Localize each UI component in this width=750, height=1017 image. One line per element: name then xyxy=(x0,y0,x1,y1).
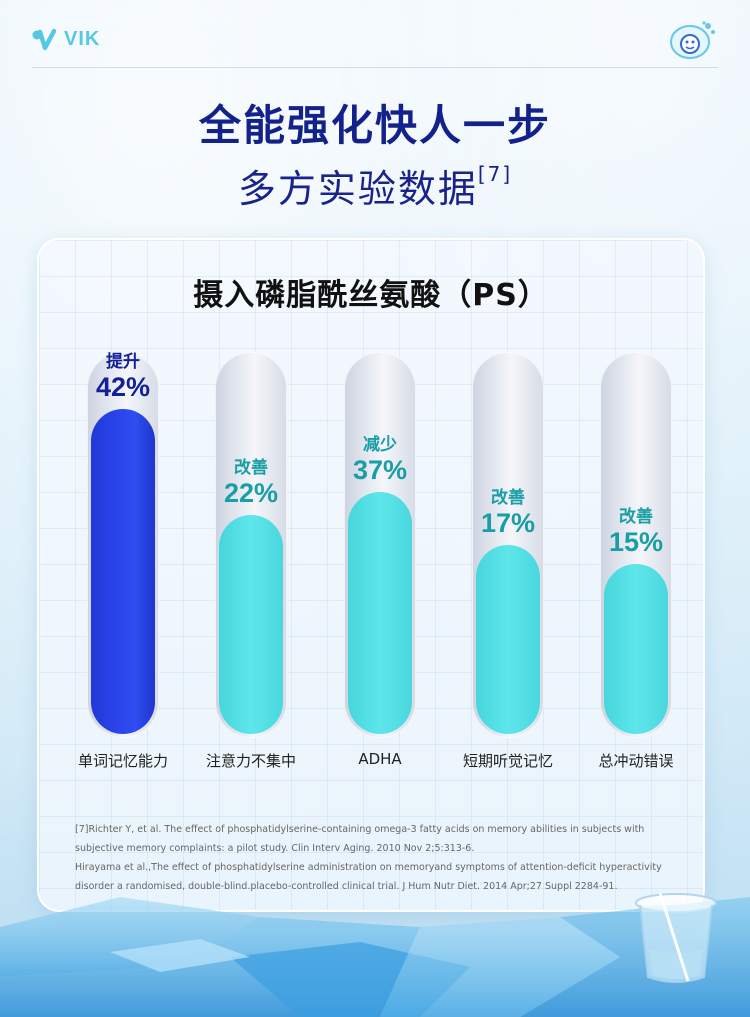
top-divider xyxy=(32,67,718,68)
bar-percent: 17% xyxy=(480,508,536,538)
bar-verb: 改善 xyxy=(619,507,653,527)
brand-logo: VIK xyxy=(32,28,100,51)
reference-line: Hirayama et al.,The effect of phosphatid… xyxy=(75,862,662,892)
bar-fill xyxy=(91,409,155,734)
bar-label: 注意力不集中 xyxy=(205,752,296,770)
top-bar: VIK xyxy=(0,0,750,72)
panel-title: 摄入磷脂酰丝氨酸（PS） xyxy=(193,278,549,313)
bar-column: 改善 22% 注意力不集中 xyxy=(186,352,316,770)
bar-fill xyxy=(219,515,283,734)
mascot-icon xyxy=(670,21,715,59)
beaker-decoration xyxy=(635,892,717,983)
bar-fill xyxy=(348,492,412,734)
bar-verb: 改善 xyxy=(491,488,525,508)
subtitle-reference: [7] xyxy=(477,162,513,186)
bar-percent: 15% xyxy=(608,527,664,557)
bar-percent: 37% xyxy=(352,455,408,485)
bar-percent: 22% xyxy=(223,478,279,508)
bar-percent: 42% xyxy=(95,372,151,402)
page-title: 全能强化快人一步 xyxy=(198,101,551,150)
bar-value: 改善 22% xyxy=(186,453,316,508)
bar-track xyxy=(87,352,159,738)
subtitle-text: 多方实验数据 xyxy=(237,167,478,211)
page-subtitle: 多方实验数据[7] xyxy=(0,158,750,213)
bar-track xyxy=(472,352,544,738)
brand-name: VIK xyxy=(64,28,101,50)
glass-floor-decoration xyxy=(0,897,750,1017)
references: [7]Richter Y, et al. The effect of phosp… xyxy=(75,820,685,896)
reference-line: [7]Richter Y, et al. The effect of phosp… xyxy=(75,824,645,854)
v-logo-icon xyxy=(32,28,56,50)
bar-track xyxy=(215,352,287,738)
bar-fill xyxy=(476,545,540,734)
bar-value: 减少 37% xyxy=(315,430,445,485)
bar-verb: 改善 xyxy=(234,458,268,478)
bar-track xyxy=(344,352,416,738)
bar-label: 短期听觉记忆 xyxy=(462,752,553,770)
bar-value: 改善 17% xyxy=(443,483,573,538)
bar-track xyxy=(600,352,672,738)
bar-column: 减少 37% ADHA xyxy=(315,352,445,768)
bar-column: 改善 15% 总冲动错误 xyxy=(571,352,701,770)
bar-label: 单词记忆能力 xyxy=(77,752,168,770)
bar-column: 改善 17% 短期听觉记忆 xyxy=(443,352,573,770)
bar-value: 提升 42% xyxy=(58,347,188,402)
bar-label: 总冲动错误 xyxy=(598,752,674,770)
bar-value: 改善 15% xyxy=(571,502,701,557)
bar-fill xyxy=(604,564,668,734)
bar-column: 提升 42% 单词记忆能力 xyxy=(58,352,188,770)
bar-columns: 提升 42% 单词记忆能力 改善 22% 注意力不集中 减少 37% ADHA … xyxy=(39,240,703,910)
bar-label: ADHA xyxy=(358,750,402,768)
data-panel: 摄入磷脂酰丝氨酸（PS） 提升 42% 单词记忆能力 改善 22% 注意力不集中… xyxy=(37,238,705,912)
bar-verb: 提升 xyxy=(106,352,140,372)
bar-verb: 减少 xyxy=(363,435,397,455)
